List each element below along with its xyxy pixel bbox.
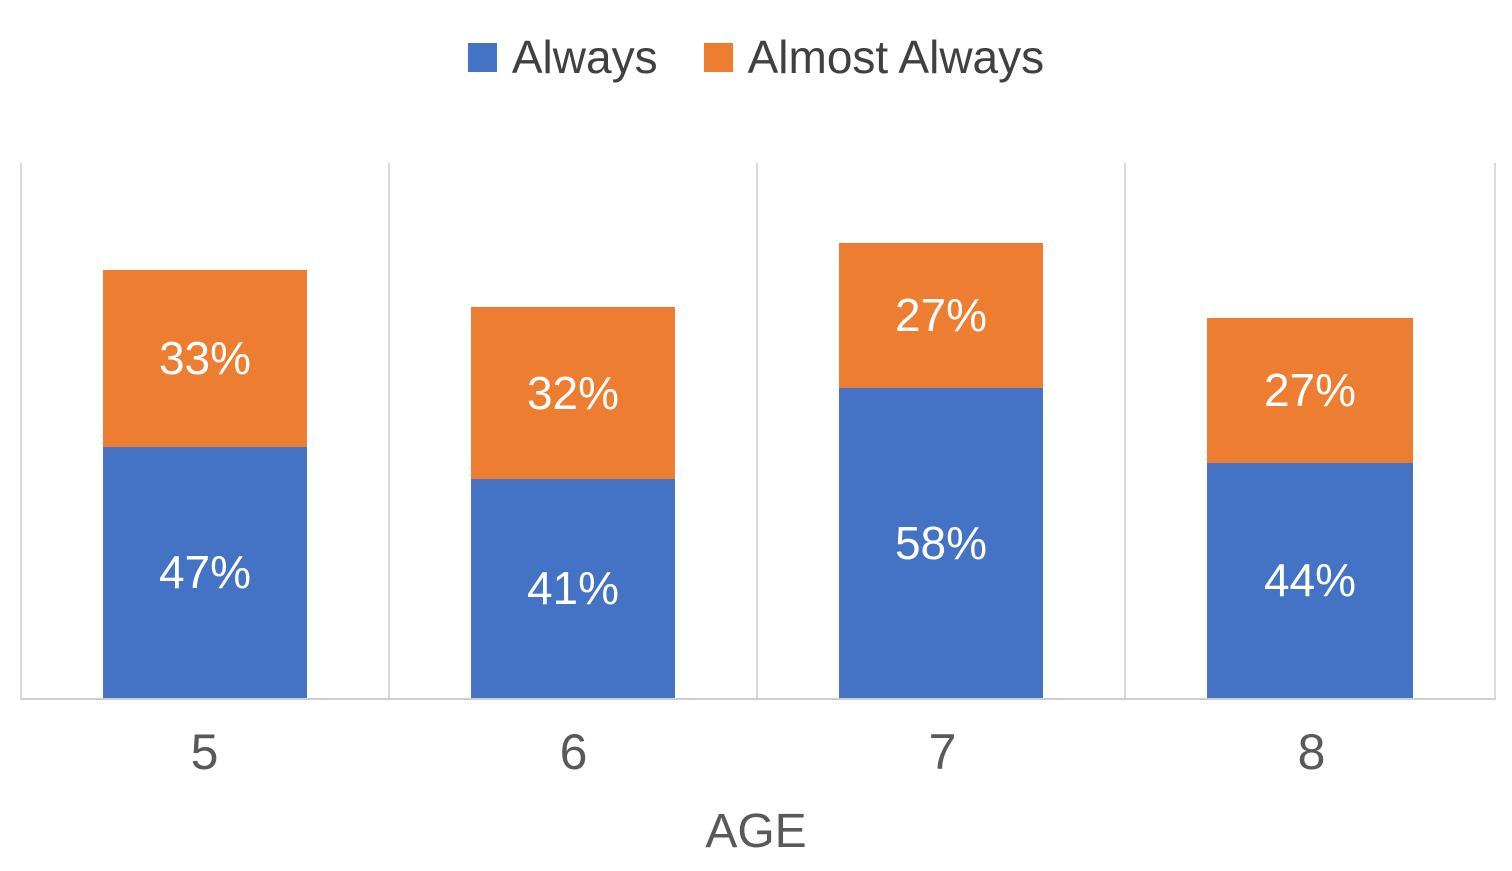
data-label-almost-always-age-5: 33%: [158, 332, 252, 385]
x-tick-label-5: 5: [190, 724, 219, 780]
stacked-bar-age-5: 33% 47%: [102, 163, 308, 698]
bar-segment-always-age-5: 47%: [102, 446, 308, 698]
category-cell-7: 27% 58%: [758, 163, 1126, 698]
stacked-bar-age-6: 32% 41%: [470, 163, 676, 698]
x-tick-label-7: 7: [928, 724, 957, 780]
bar-segment-always-age-8: 44%: [1206, 462, 1414, 698]
category-cell-5: 33% 47%: [22, 163, 390, 698]
legend-label-almost-always: Almost Always: [747, 31, 1045, 83]
bar-segment-almost-always-age-7: 27%: [838, 243, 1044, 388]
x-tick-label-8: 8: [1297, 724, 1326, 780]
legend-label-always: Always: [511, 31, 658, 83]
bar-segment-always-age-7: 58%: [838, 387, 1044, 698]
legend-item-always: Always: [467, 31, 658, 83]
data-label-always-age-8: 44%: [1263, 554, 1357, 607]
category-cell-8: 27% 44%: [1126, 163, 1494, 698]
plot-area: 33% 47% 32% 41% 27% 58% 27% 44%: [20, 163, 1496, 700]
x-tick-label-6: 6: [559, 724, 588, 780]
x-axis-title: AGE: [705, 805, 807, 858]
data-label-almost-always-age-6: 32%: [526, 367, 620, 420]
legend-swatch-always-icon: [467, 42, 497, 72]
bar-segment-almost-always-age-6: 32%: [470, 307, 676, 479]
bar-segment-almost-always-age-5: 33%: [102, 270, 308, 447]
category-cell-6: 32% 41%: [390, 163, 758, 698]
bar-segment-almost-always-age-8: 27%: [1206, 318, 1414, 463]
bar-segment-always-age-6: 41%: [470, 478, 676, 698]
chart-legend: Always Almost Always: [0, 28, 1512, 86]
data-label-always-age-6: 41%: [526, 562, 620, 615]
data-label-almost-always-age-8: 27%: [1263, 364, 1357, 417]
legend-item-almost-always: Almost Always: [703, 31, 1045, 83]
stacked-bar-age-7: 27% 58%: [838, 163, 1044, 698]
data-label-always-age-7: 58%: [894, 516, 988, 569]
stacked-bar-age-8: 27% 44%: [1206, 163, 1414, 698]
data-label-always-age-5: 47%: [158, 546, 252, 599]
x-axis-labels: 5 6 7 8: [20, 722, 1496, 782]
legend-swatch-almost-always-icon: [703, 42, 733, 72]
data-label-almost-always-age-7: 27%: [894, 289, 988, 342]
